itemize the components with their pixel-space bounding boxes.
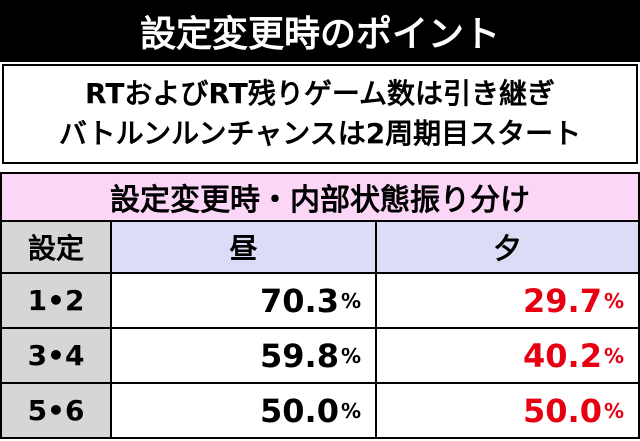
note: バトルンルンチャンスは2周期目スタート [58,117,582,150]
unit: % [603,398,624,423]
column-header-text: 夕 [493,232,522,265]
unit: % [603,288,624,313]
unit: % [603,343,624,368]
cell-value: 59.8% [110,327,377,384]
row-label: 3•4 [0,327,112,384]
row-label: 5•6 [0,382,112,439]
cell-value: 50.0% [375,382,640,439]
note: RTおよびRT残りゲーム数は引き継ぎ [85,77,555,110]
cell-value: 40.2% [375,327,640,384]
unit: % [340,398,361,423]
cell-value: 29.7% [375,272,640,329]
table-title: 設定変更時・内部状態振り分け [0,172,640,222]
unit: % [340,343,361,368]
row-label-text: 1•2 [27,284,85,317]
value-text: 70.3 [260,281,339,320]
column-header: 夕 [375,220,640,274]
column-header: 昼 [110,220,377,274]
row-label-text: 5•6 [27,394,85,427]
header-title: 設定変更時のポイント [0,0,640,62]
row-label: 1•2 [0,272,112,329]
column-header-text: 昼 [229,232,258,265]
cell-value: 50.0% [110,382,377,439]
value-text: 50.0 [523,391,602,430]
row-label-text: 3•4 [27,339,85,372]
value-text: 29.7 [523,281,602,320]
notes: RTおよびRT残りゲーム数は引き継ぎ バトルンルンチャンスは2周期目スタート [2,64,638,164]
column-header: 設定 [0,220,112,274]
value-text: 50.0 [260,391,339,430]
column-header-text: 設定 [27,232,84,265]
value-text: 59.8 [260,336,339,375]
unit: % [340,288,361,313]
value-text: 40.2 [523,336,602,375]
cell-value: 70.3% [110,272,377,329]
